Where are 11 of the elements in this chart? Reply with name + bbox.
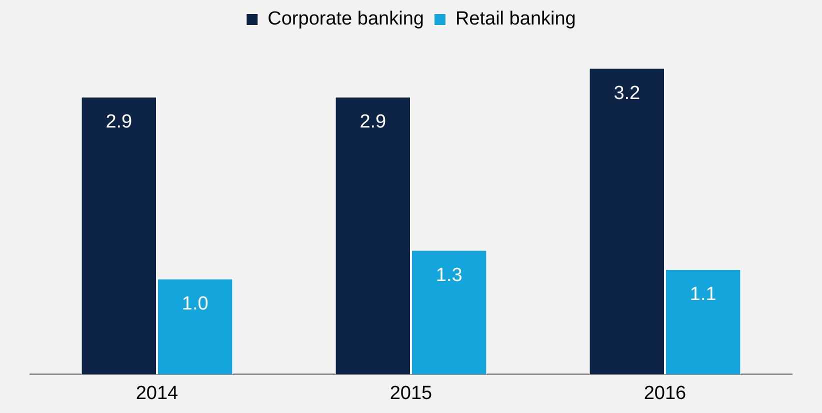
x-tick-label: 2014 [136, 382, 179, 404]
data-label: 1.1 [690, 284, 716, 306]
x-tick-label: 2016 [644, 382, 686, 404]
data-label: 2.9 [360, 112, 386, 133]
x-tick-label: 2015 [390, 382, 432, 404]
legend-label: Retail banking [455, 8, 576, 30]
legend-label: Corporate banking [268, 8, 424, 30]
data-label: 3.2 [614, 82, 640, 104]
data-label: 2.9 [106, 112, 132, 133]
data-label: 1.3 [436, 264, 462, 286]
data-label: 1.0 [182, 294, 208, 315]
